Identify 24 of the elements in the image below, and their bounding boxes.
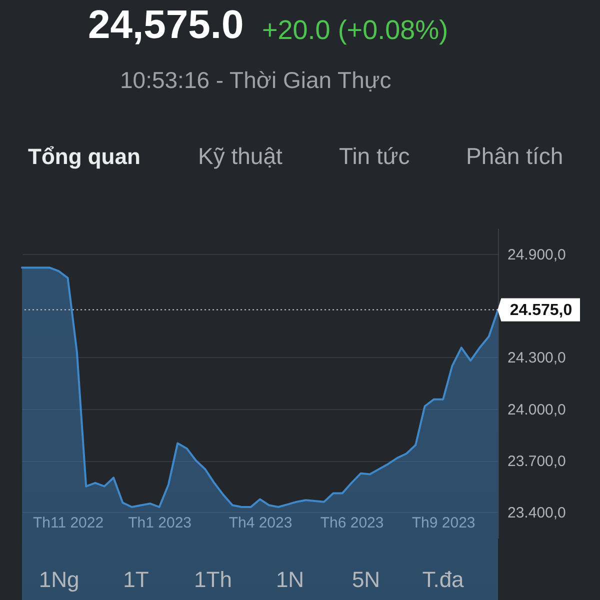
y-tick-label: 24.300,0 xyxy=(508,350,566,367)
x-tick-label: Th11 2022 xyxy=(32,514,104,532)
x-tick-label: Th6 2023 xyxy=(320,514,384,532)
text: T.đa xyxy=(422,567,465,592)
text: Tin tức xyxy=(339,143,410,169)
text: Tổng quan xyxy=(28,144,140,169)
x-tick-label: Th9 2023 xyxy=(412,514,476,532)
ref-line-label: 24.575,0 xyxy=(510,302,572,319)
y-tick-label: 24.000,0 xyxy=(508,401,566,418)
text: 1N xyxy=(276,567,304,592)
chart-title: 24,575.0 xyxy=(88,3,244,47)
text: 10:53:16 - Thời Gian Thực xyxy=(120,67,392,93)
y-tick-label: 23.400,0 xyxy=(508,504,566,522)
text: 5N xyxy=(352,567,380,592)
text: 1Ng xyxy=(38,567,80,592)
chart-subtitle: +20.0 (+0.08%) xyxy=(262,15,448,45)
y-tick-label: 23.700,0 xyxy=(508,453,566,470)
y-tick-label: 24.900,0 xyxy=(508,246,566,264)
text: 1T xyxy=(123,567,149,592)
x-tick-label: Th1 2023 xyxy=(128,514,192,532)
text: Kỹ thuật xyxy=(198,143,283,169)
text: Phân tích xyxy=(466,143,564,169)
x-tick-label: Th4 2023 xyxy=(228,514,292,532)
text: 1Th xyxy=(194,567,232,592)
